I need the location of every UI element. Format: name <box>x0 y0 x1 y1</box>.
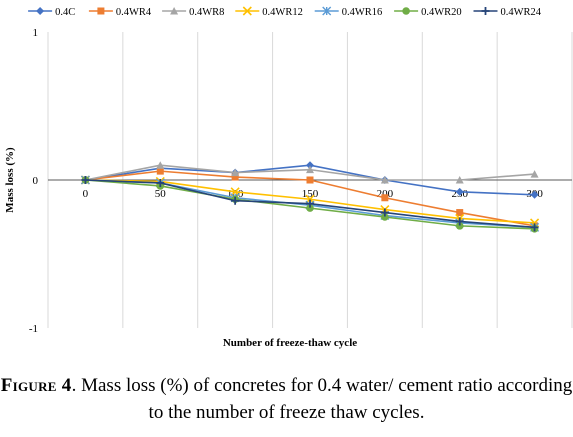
data-point <box>306 176 314 184</box>
line-chart: 10-1050100150200250300Number of freeze-t… <box>4 6 573 349</box>
series-04wr8 <box>81 161 539 184</box>
data-point <box>36 7 45 15</box>
chart-container: 10-1050100150200250300Number of freeze-t… <box>4 6 573 349</box>
data-point <box>455 222 464 230</box>
series-04wr24 <box>81 176 539 232</box>
y-tick-label: 1 <box>33 27 39 39</box>
data-point <box>456 209 464 217</box>
data-point <box>455 187 464 196</box>
x-tick-label: 150 <box>302 188 319 200</box>
x-tick-label: 50 <box>155 188 167 200</box>
x-axis-title: Number of freeze-thaw cycle <box>223 337 357 349</box>
data-point <box>231 173 239 181</box>
x-tick-label: 0 <box>83 188 89 200</box>
y-tick-label: 0 <box>33 175 39 187</box>
data-point <box>306 165 314 174</box>
legend-item: 0.4WR24 <box>473 7 542 18</box>
y-tick-label: -1 <box>29 323 38 335</box>
y-axis-title: Mass loss (%) <box>4 147 16 213</box>
figure-caption: Figure 4. Mass loss (%) of concretes for… <box>0 372 573 426</box>
data-point <box>156 167 164 175</box>
data-point <box>380 176 389 184</box>
data-point <box>455 217 464 226</box>
legend-label: 0.4WR8 <box>189 7 224 18</box>
legend-item: 0.4WR20 <box>394 7 462 18</box>
data-point <box>97 7 105 15</box>
legend-label: 0.4C <box>55 7 75 18</box>
legend-item: 0.4WR16 <box>314 6 383 18</box>
legend-label: 0.4WR20 <box>421 7 462 18</box>
data-point <box>306 161 314 170</box>
legend-item: 0.4WR4 <box>88 7 152 18</box>
data-point <box>530 223 539 232</box>
legend-item: 0.4WR8 <box>162 7 224 18</box>
data-point <box>402 7 410 15</box>
data-point <box>530 190 539 199</box>
data-point <box>481 7 490 15</box>
data-point <box>170 7 179 15</box>
data-point <box>156 161 165 169</box>
data-point <box>455 176 464 184</box>
legend-label: 0.4WR16 <box>342 7 383 18</box>
caption-text: . Mass loss (%) of concretes for 0.4 wat… <box>71 375 573 423</box>
data-point <box>156 178 165 187</box>
data-point <box>306 199 314 208</box>
legend-item: 0.4WR12 <box>235 6 303 18</box>
data-point <box>231 196 240 205</box>
legend-label: 0.4WR4 <box>116 7 152 18</box>
data-point <box>81 176 90 184</box>
legend-label: 0.4WR24 <box>501 7 542 18</box>
legend-label: 0.4WR12 <box>262 7 303 18</box>
data-point <box>530 170 539 178</box>
data-point <box>306 204 314 212</box>
data-point <box>381 194 389 202</box>
legend-item: 0.4C <box>28 7 75 18</box>
data-point <box>242 6 252 16</box>
caption-label: Figure 4 <box>0 375 72 396</box>
x-axis-ticks: 050100150200250300 <box>83 188 544 200</box>
data-point <box>322 6 332 16</box>
legend: 0.4C 0.4WR4 0.4WR8 0.4WR12 0.4WR16 0.4WR20 0.4… <box>28 6 542 18</box>
data-point <box>231 168 240 177</box>
y-axis-ticks: 1 0 -1 <box>29 27 39 335</box>
data-point <box>381 213 389 221</box>
data-point <box>380 208 389 217</box>
